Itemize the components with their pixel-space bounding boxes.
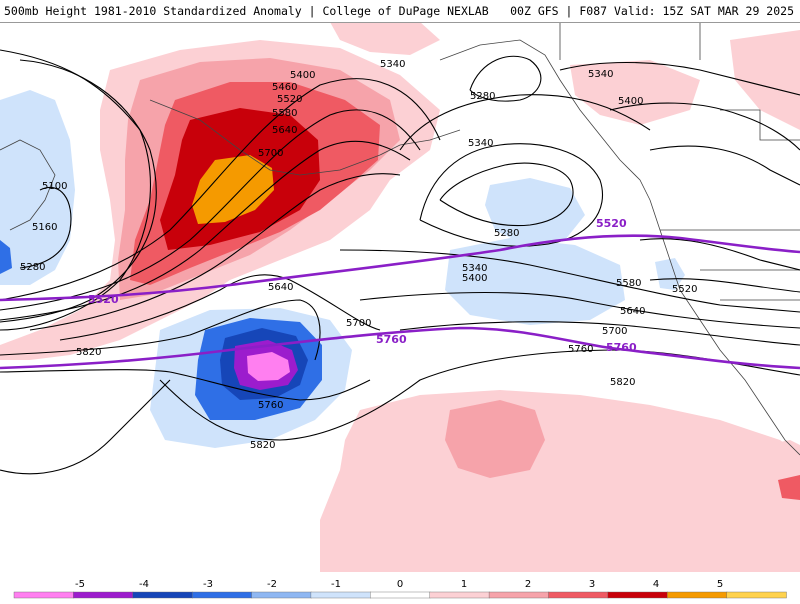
contour-label-5520: 5520 — [277, 94, 302, 105]
contour-label-5340-north: 5340 — [380, 59, 405, 70]
contour-label-5760-east: 5760 — [568, 344, 593, 355]
contour-label-5340-low: 5340 — [462, 263, 487, 274]
legend-color-bar — [13, 591, 787, 599]
contour-label-5280-west: 5280 — [20, 262, 45, 273]
anomaly-map[interactable]: 5100 5160 5280 5400 5460 5520 5580 5640 … — [0, 22, 800, 572]
legend-swatch — [191, 591, 253, 599]
legend-tick-label: 2 — [525, 579, 531, 590]
contour-label-5760-low: 5760 — [258, 400, 283, 411]
legend-tick-labels: -5 -4 -3 -2 -1 0 1 2 3 4 5 — [75, 579, 723, 590]
legend-tick-label: 3 — [589, 579, 595, 590]
reference-contours — [0, 234, 800, 370]
height-contours — [0, 49, 800, 475]
contour-label-5400-low: 5400 — [462, 273, 487, 284]
reference-label-5760-east: 5760 — [606, 341, 637, 354]
legend-tick-label: 1 — [461, 579, 467, 590]
legend-swatch — [726, 591, 787, 599]
legend-tick-label: 5 — [717, 579, 723, 590]
legend-swatch — [13, 591, 75, 599]
header-bar: 500mb Height 1981-2010 Standardized Anom… — [0, 0, 800, 23]
legend-tick-label: -5 — [75, 579, 85, 590]
legend-tick-label: -3 — [203, 579, 213, 590]
contour-label-5700: 5700 — [258, 148, 283, 159]
map-title: 500mb Height 1981-2010 Standardized Anom… — [4, 4, 489, 18]
reference-label-5520-west: 5520 — [88, 293, 119, 306]
model-run-info: 00Z GFS | F087 Valid: 15Z SAT MAR 29 202… — [510, 4, 794, 18]
legend-swatch — [310, 591, 372, 599]
legend-swatch — [370, 591, 431, 599]
contour-labels: 5100 5160 5280 5400 5460 5520 5580 5640 … — [20, 59, 697, 451]
contour-label-5340-mid: 5340 — [468, 138, 493, 149]
legend-swatch — [251, 591, 312, 599]
contour-label-5640-east: 5640 — [620, 306, 645, 317]
color-legend: -5 -4 -3 -2 -1 0 1 2 3 4 5 — [0, 572, 800, 600]
legend-tick-label: -2 — [267, 579, 277, 590]
contour-label-5580-east: 5580 — [616, 278, 641, 289]
legend-swatch — [132, 591, 193, 599]
legend-swatch — [429, 591, 490, 599]
contour-label-5580: 5580 — [272, 108, 297, 119]
contour-label-5820-west: 5820 — [76, 347, 101, 358]
legend-swatch — [548, 591, 609, 599]
contour-label-5820-south: 5820 — [250, 440, 275, 451]
legend-swatch — [488, 591, 550, 599]
contour-label-5460: 5460 — [272, 82, 297, 93]
contour-label-5640-mid: 5640 — [268, 282, 293, 293]
legend-swatch — [73, 591, 134, 599]
contour-label-5700-east: 5700 — [602, 326, 627, 337]
reference-label-5760-mid: 5760 — [376, 333, 407, 346]
legend-swatch — [607, 591, 668, 599]
contour-label-5640: 5640 — [272, 125, 297, 136]
legend-tick-label: -1 — [331, 579, 341, 590]
contour-label-5160: 5160 — [32, 222, 57, 233]
legend-swatch — [667, 591, 728, 599]
reference-label-5520-east: 5520 — [596, 217, 627, 230]
contour-label-5400-ne: 5400 — [618, 96, 643, 107]
contour-label-5280-north: 5280 — [470, 91, 495, 102]
contour-label-5400: 5400 — [290, 70, 315, 81]
legend-tick-label: 4 — [653, 579, 659, 590]
legend-tick-label: 0 — [397, 579, 403, 590]
contour-label-5820-east: 5820 — [610, 377, 635, 388]
contour-label-5340-ne: 5340 — [588, 69, 613, 80]
contour-label-5280-low: 5280 — [494, 228, 519, 239]
contour-label-5520-east: 5520 — [672, 284, 697, 295]
contour-label-5100: 5100 — [42, 181, 67, 192]
contour-label-5700-mid: 5700 — [346, 318, 371, 329]
legend-tick-label: -4 — [139, 579, 149, 590]
